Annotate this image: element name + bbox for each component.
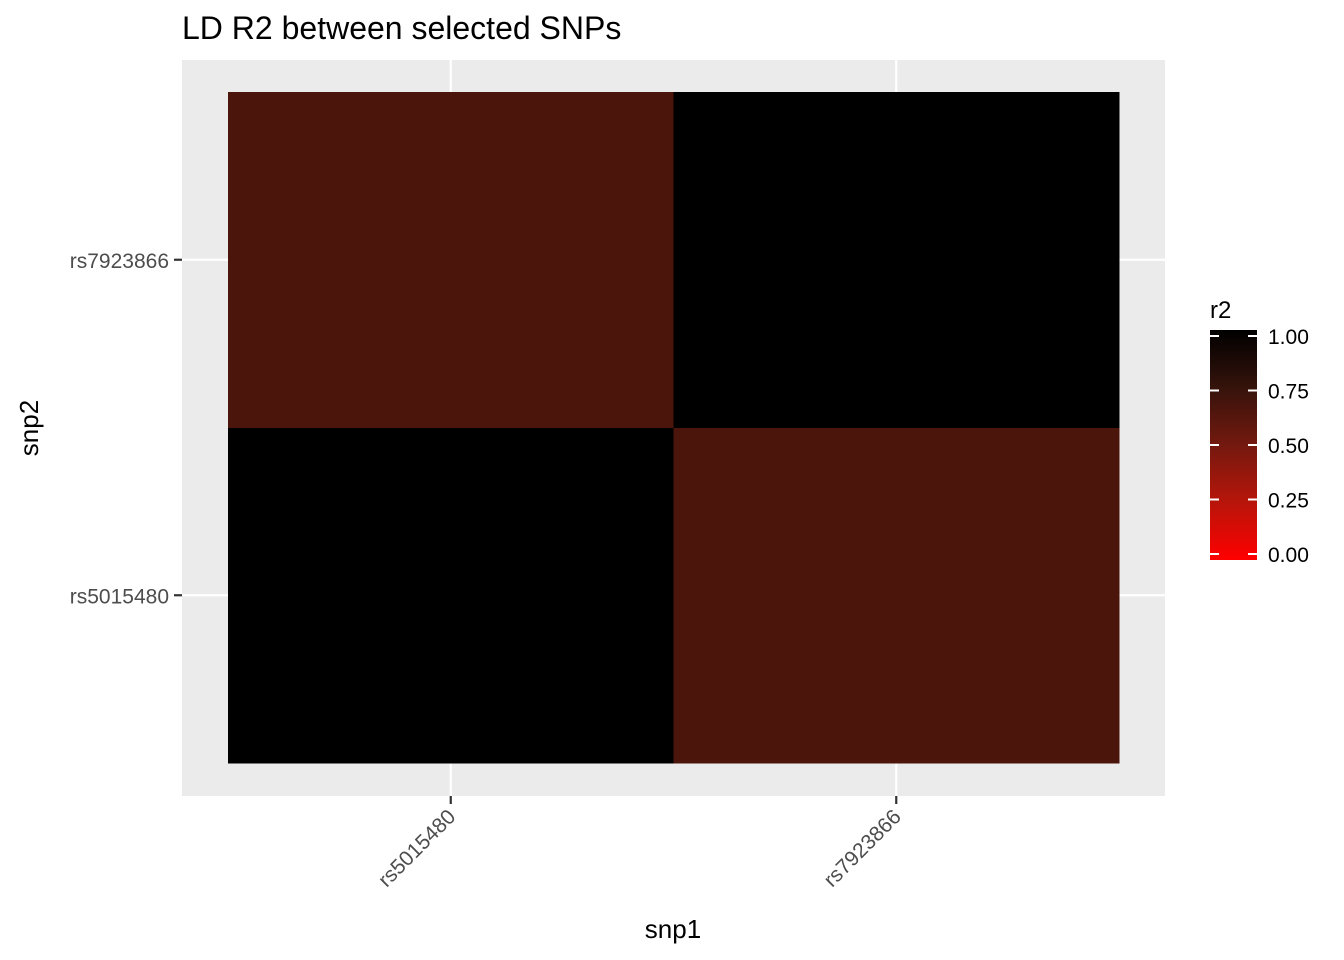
legend-ticks: 0.00 0.25 0.50 0.75 1.00	[1210, 326, 1309, 567]
x-axis-title: snp1	[645, 914, 701, 944]
legend-tick-label: 0.50	[1268, 435, 1309, 458]
legend-tick-label: 0.75	[1268, 381, 1309, 404]
y-axis: rs5015480 rs7923866	[70, 250, 182, 608]
y-tick-label: rs5015480	[70, 585, 169, 608]
heatmap-cells	[228, 92, 1120, 764]
y-tick-label: rs7923866	[70, 250, 169, 273]
heatmap-cell	[673, 427, 1120, 764]
heatmap-cell	[228, 427, 674, 764]
legend-title: r2	[1210, 297, 1231, 324]
chart-title: LD R2 between selected SNPs	[182, 10, 622, 46]
y-axis-title: snp2	[14, 400, 44, 456]
x-axis: rs5015480 rs7923866	[374, 796, 906, 892]
legend-tick-label: 1.00	[1268, 326, 1309, 349]
heatmap-cell	[228, 92, 674, 428]
x-tick-label: rs7923866	[819, 805, 905, 891]
color-legend: r2 0.00 0.25 0.50 0.75 1.00	[1210, 297, 1309, 567]
heatmap-cell	[673, 92, 1120, 428]
x-tick-label: rs5015480	[374, 805, 460, 891]
legend-tick-label: 0.00	[1268, 544, 1309, 567]
legend-tick-label: 0.25	[1268, 490, 1309, 513]
